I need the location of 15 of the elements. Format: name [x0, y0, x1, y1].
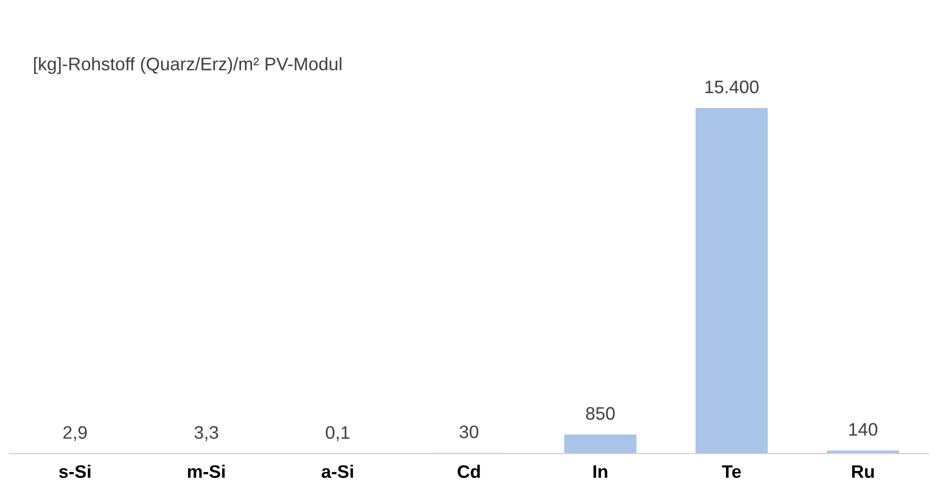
data-label: 30: [460, 425, 478, 438]
x-tick-label: m-Si: [188, 464, 225, 478]
data-label: 140: [849, 422, 878, 436]
x-tick-label: In: [594, 465, 608, 478]
data-label: 15.400: [705, 80, 759, 94]
data-label: 0,1: [326, 426, 350, 442]
x-tick-label: a-Si: [322, 464, 353, 478]
x-tick-label: Ru: [852, 465, 874, 478]
x-tick-label: Cd: [458, 464, 480, 478]
data-label: 3,3: [194, 426, 218, 441]
data-label: 850: [586, 407, 615, 420]
x-tick-label: s-Si: [59, 464, 90, 478]
chart-title: [kg]-Rohstoff (Quarz/Erz)/m² PV-Modul: [34, 57, 342, 74]
data-label: 2,9: [63, 426, 87, 441]
x-tick-label: Te: [722, 465, 741, 478]
